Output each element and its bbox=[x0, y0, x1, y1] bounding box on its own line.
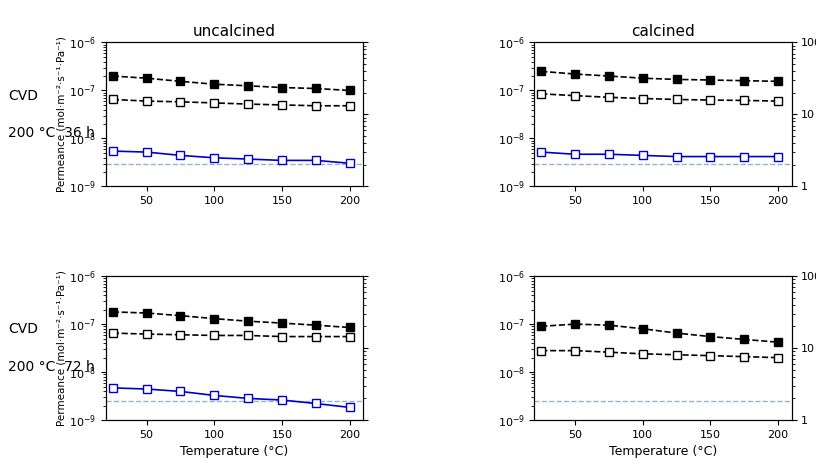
X-axis label: Temperature (°C): Temperature (°C) bbox=[609, 446, 717, 458]
Y-axis label: Permeance (mol·m⁻²·s⁻¹·Pa⁻¹): Permeance (mol·m⁻²·s⁻¹·Pa⁻¹) bbox=[56, 270, 66, 426]
X-axis label: Temperature (°C): Temperature (°C) bbox=[180, 446, 289, 458]
Text: 200 °C  36 h: 200 °C 36 h bbox=[8, 126, 95, 140]
Text: CVD: CVD bbox=[8, 322, 38, 336]
Text: CVD: CVD bbox=[8, 89, 38, 102]
Title: uncalcined: uncalcined bbox=[193, 24, 276, 39]
Text: 200 °C  72 h: 200 °C 72 h bbox=[8, 360, 95, 374]
Title: calcined: calcined bbox=[631, 24, 695, 39]
Y-axis label: Permeance (mol·m⁻²·s⁻¹·Pa⁻¹): Permeance (mol·m⁻²·s⁻¹·Pa⁻¹) bbox=[56, 36, 66, 193]
